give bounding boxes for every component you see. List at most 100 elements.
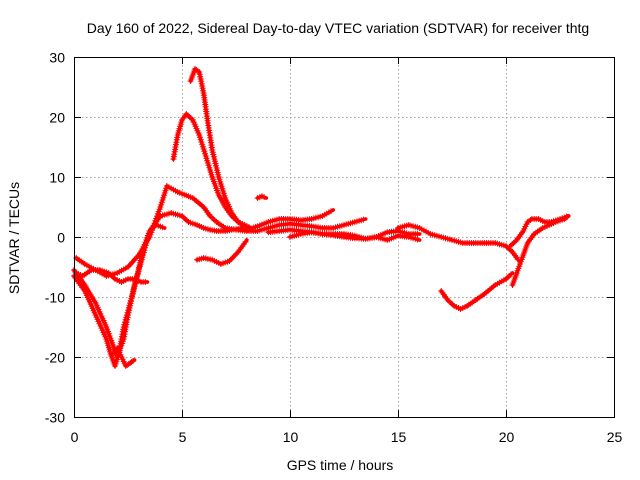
data-point xyxy=(264,196,269,200)
data-point xyxy=(320,226,325,230)
data-point xyxy=(342,232,346,236)
series-arc-8 xyxy=(194,238,249,267)
data-point xyxy=(197,70,202,74)
data-point xyxy=(288,228,292,232)
data-point xyxy=(93,313,98,317)
series-arc-7 xyxy=(187,66,249,230)
data-point xyxy=(119,355,124,359)
data-point xyxy=(195,223,199,227)
data-point xyxy=(353,234,357,238)
plus-markers xyxy=(509,214,571,288)
data-point xyxy=(309,224,314,228)
data-point xyxy=(124,364,128,368)
plot-area xyxy=(71,66,571,369)
series-line xyxy=(72,211,245,359)
data-point xyxy=(111,352,115,356)
data-point xyxy=(126,277,130,281)
data-point xyxy=(201,226,206,230)
data-point xyxy=(214,229,219,233)
data-point xyxy=(184,112,189,116)
data-point xyxy=(277,223,282,227)
series-line xyxy=(171,112,253,230)
data-point xyxy=(169,211,173,215)
data-point xyxy=(331,232,336,236)
data-point xyxy=(471,241,476,245)
data-point xyxy=(227,259,232,263)
data-point xyxy=(407,223,411,227)
y-tick-label: 10 xyxy=(49,170,65,186)
data-point xyxy=(428,232,433,236)
data-point xyxy=(525,220,530,224)
data-point xyxy=(162,226,167,230)
data-point xyxy=(141,247,145,251)
data-point xyxy=(510,250,515,254)
x-tick-label: 20 xyxy=(499,429,515,445)
data-point xyxy=(255,229,260,233)
data-point xyxy=(104,274,109,278)
x-tick-label: 15 xyxy=(391,429,407,445)
data-point xyxy=(288,217,292,221)
data-point xyxy=(299,223,303,227)
data-point xyxy=(353,220,357,224)
data-point xyxy=(543,220,547,224)
y-tick-label: -20 xyxy=(45,350,65,366)
series-arc-4 xyxy=(73,267,150,285)
x-tick-label: 5 xyxy=(179,429,187,445)
data-point xyxy=(510,271,515,275)
data-point xyxy=(417,238,422,242)
y-axis-label: SDTVAR / TECUs xyxy=(6,182,22,294)
data-point xyxy=(204,154,208,158)
data-point xyxy=(331,208,336,212)
data-point xyxy=(158,205,163,209)
data-point xyxy=(139,280,143,284)
data-point xyxy=(277,217,282,221)
data-point xyxy=(510,283,515,287)
data-point xyxy=(104,325,109,329)
data-point xyxy=(219,262,223,266)
data-point xyxy=(255,224,260,228)
data-point xyxy=(482,292,487,296)
data-point xyxy=(266,230,271,234)
data-point xyxy=(83,262,87,266)
data-point xyxy=(208,214,212,218)
data-point xyxy=(515,238,519,242)
data-point xyxy=(191,196,195,200)
data-point xyxy=(266,220,271,224)
data-point xyxy=(482,241,487,245)
data-point xyxy=(331,226,336,230)
data-point xyxy=(385,230,390,234)
data-point xyxy=(236,250,240,254)
data-point xyxy=(407,232,411,236)
data-point xyxy=(115,271,119,275)
data-point xyxy=(126,265,130,269)
data-point xyxy=(417,232,422,236)
data-point xyxy=(113,364,117,368)
x-tick-label: 25 xyxy=(607,429,623,445)
data-point xyxy=(186,220,191,224)
data-point xyxy=(445,298,450,302)
data-point xyxy=(260,194,264,198)
data-point xyxy=(229,211,234,215)
data-point xyxy=(558,217,562,221)
data-point xyxy=(201,91,206,95)
data-point xyxy=(417,226,422,230)
series-arc-5 xyxy=(109,345,137,369)
data-point xyxy=(210,148,214,152)
data-point xyxy=(132,358,137,362)
data-point xyxy=(83,283,87,287)
data-point xyxy=(363,217,368,221)
data-point xyxy=(385,238,390,242)
data-point xyxy=(461,241,465,245)
data-point xyxy=(288,222,292,226)
data-point xyxy=(255,196,260,200)
data-point xyxy=(566,214,571,218)
data-point xyxy=(104,337,109,341)
data-point xyxy=(188,79,193,83)
data-point xyxy=(175,133,180,137)
data-point xyxy=(111,343,115,347)
data-point xyxy=(474,298,478,302)
data-point xyxy=(223,196,227,200)
series-arc-14 xyxy=(395,222,521,263)
data-point xyxy=(193,67,197,71)
data-point xyxy=(89,268,94,272)
